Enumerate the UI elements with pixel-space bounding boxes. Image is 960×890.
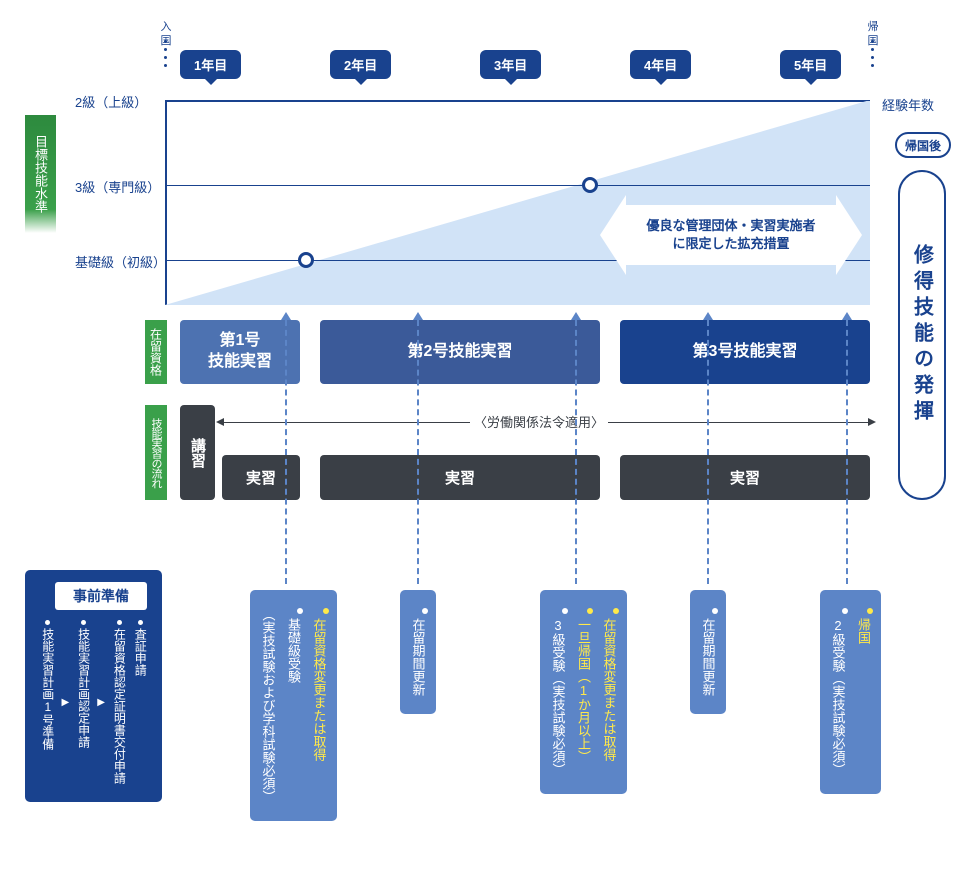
year-tab: 3年目 bbox=[480, 50, 541, 79]
year-tab: 5年目 bbox=[780, 50, 841, 79]
year-tab: 4年目 bbox=[630, 50, 691, 79]
event-box: （実技試験および学科試験必須）基礎級受験在留資格変更または取得 bbox=[250, 590, 337, 821]
year-tab: 2年目 bbox=[330, 50, 391, 79]
event-box: 2級受験（実技試験必須）帰国 bbox=[820, 590, 881, 794]
event-box: 在留期間更新 bbox=[400, 590, 436, 714]
year-tab: 1年目 bbox=[180, 50, 241, 79]
event-box: 在留期間更新 bbox=[690, 590, 726, 714]
event-box: 3級受験（実技試験必須）一旦帰国（1か月以上）在留資格変更または取得 bbox=[540, 590, 627, 794]
